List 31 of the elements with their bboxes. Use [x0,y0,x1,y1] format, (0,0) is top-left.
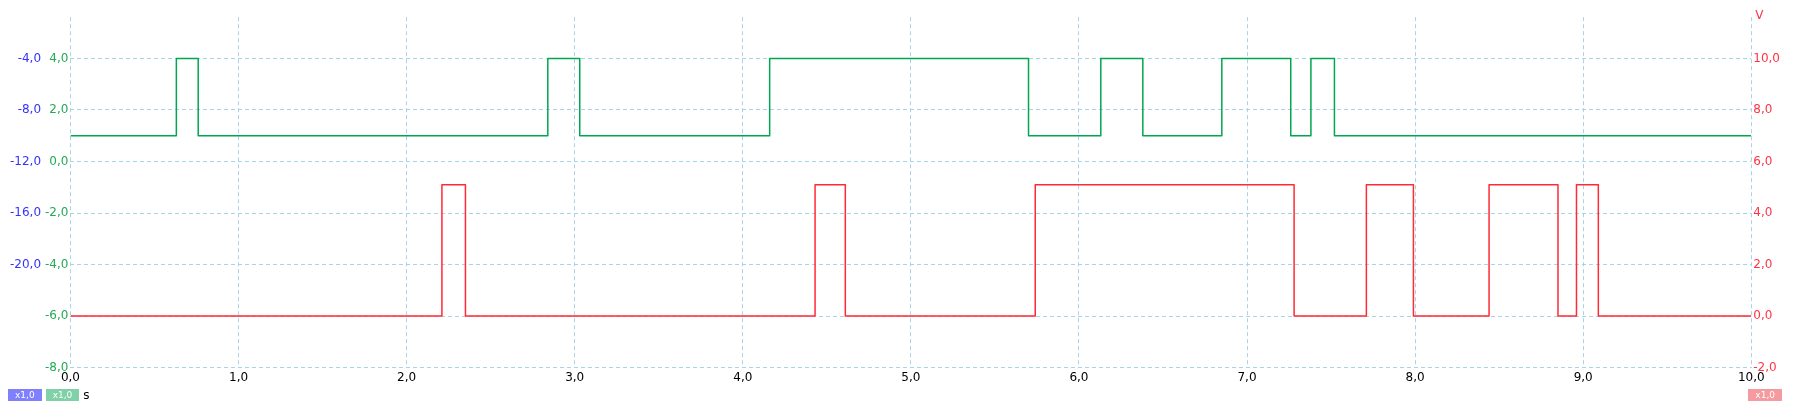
x-tick-label: 5,0 [901,369,921,384]
y2-tick-label: 8,0 [1753,102,1773,117]
x-tick-label: 6,0 [1069,369,1089,384]
y3-tick-label: -20,0 [9,256,42,271]
y2-tick-label: 4,0 [1753,205,1773,220]
x-tick-label: 8,0 [1405,369,1425,384]
y2-tick-label: 6,0 [1753,153,1773,168]
y-tick-label: 4,0 [49,50,69,65]
y2-tick-label: 2,0 [1753,256,1773,271]
y3-tick-label: -8,0 [17,102,42,117]
x-tick-label: 3,0 [565,369,585,384]
x-axis-title: s [83,388,90,402]
text: x1,0 [1748,389,1782,401]
text: x1,0 [45,389,80,401]
y2-axis-title: V [1755,8,1765,23]
y3-tick-label: -4,0 [17,50,42,65]
y-tick-label: 2,0 [49,102,69,117]
x-tick-label: 4,0 [733,369,753,384]
x-tick-label: 2,0 [397,369,417,384]
y-tick-label: -4,0 [45,256,69,271]
y3-tick-label: -16,0 [9,205,42,220]
y-tick-label: -6,0 [45,308,69,323]
y2-tick-label: 10,0 [1753,50,1780,65]
x-tick-label: 1,0 [229,369,249,384]
y-tick-label: 0,0 [49,153,69,168]
x-tick-label: 7,0 [1237,369,1257,384]
x-tick-label: 9,0 [1573,369,1593,384]
y3-tick-label: -12,0 [9,153,42,168]
y2-tick-label: 0,0 [1753,308,1773,323]
y-tick-label: -2,0 [45,205,69,220]
text: x1,0 [8,389,42,401]
